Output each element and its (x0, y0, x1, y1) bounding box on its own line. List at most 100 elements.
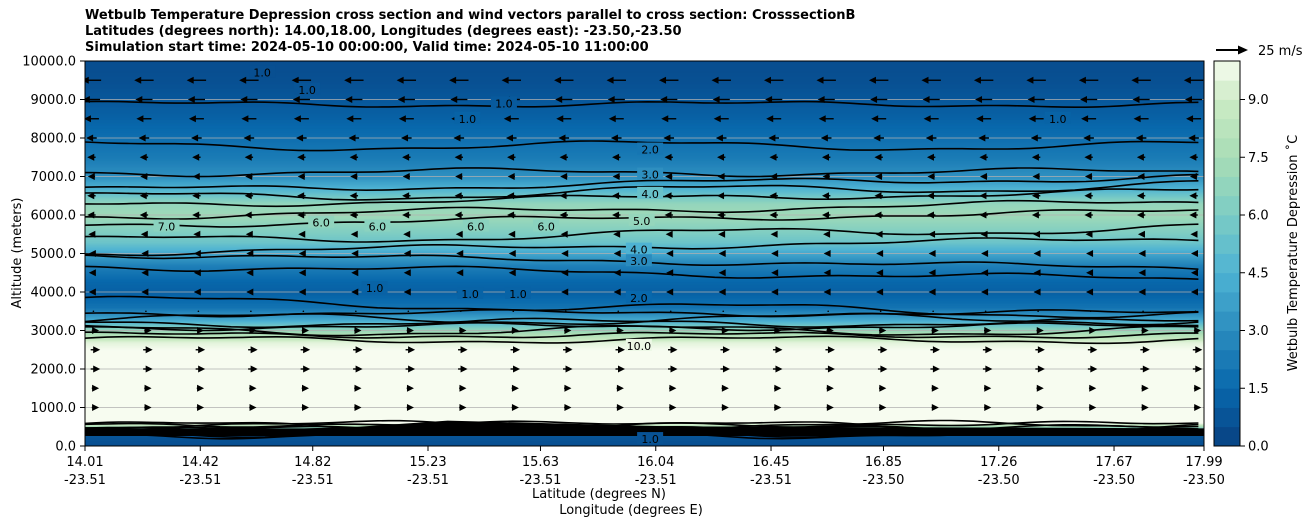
wind-vector-head (768, 134, 776, 142)
wind-vector-head (927, 173, 935, 180)
wind-vector-head (554, 76, 562, 84)
wind-vector-head (302, 327, 310, 334)
fill-band (85, 393, 1204, 395)
colorbar-segment (1214, 118, 1240, 139)
fill-band (85, 78, 1204, 80)
wind-vector-head (1183, 76, 1191, 84)
fill-band (85, 112, 1204, 115)
wind-vector-head (87, 173, 95, 180)
wind-vector-head (613, 269, 621, 277)
wind-vector-head (816, 76, 824, 84)
wind-vector-head (1032, 173, 1040, 180)
wind-vector-head (926, 153, 934, 161)
wind-vector-head (712, 96, 720, 103)
wind-vector-head (1084, 192, 1092, 200)
wind-vector-head (92, 404, 100, 411)
contour-label-bg (490, 96, 517, 109)
wind-vector-head (198, 346, 206, 354)
fill-band (85, 95, 1204, 98)
wind-vector-head (985, 346, 993, 354)
fill-band (85, 89, 1204, 92)
colorbar-segment (1214, 61, 1240, 81)
wind-vector-head (1036, 327, 1044, 334)
wind-vector-head (565, 365, 573, 373)
wind-vector-head (664, 153, 672, 161)
fill-band (85, 135, 1204, 137)
fill-band (85, 280, 1204, 283)
fill-band (85, 64, 1204, 67)
contour-label-bg (308, 215, 335, 228)
wind-vector-head (293, 115, 301, 123)
wind-vector-head (291, 76, 299, 84)
fill-band (85, 352, 1204, 355)
wind-vector-head (192, 173, 200, 180)
wind-vector-head (1036, 384, 1044, 392)
fill-band (85, 238, 1204, 240)
fill-band (85, 199, 1204, 202)
fill-band (85, 359, 1204, 361)
colorbar-title: Wetbulb Temperature Depression ˚C (1285, 135, 1301, 372)
wind-vector-head (821, 211, 829, 219)
contour-line (85, 173, 1199, 192)
wind-vector-head (879, 327, 887, 334)
wind-vector-head (1090, 365, 1098, 373)
wind-vector-head (454, 192, 462, 200)
wind-vector-head (134, 76, 142, 84)
fill-band (85, 122, 1204, 125)
fill-band (85, 318, 1204, 321)
fill-band (85, 76, 1204, 78)
wind-vector-head (922, 96, 930, 103)
wind-vector-head (876, 288, 884, 296)
wind-vector-head (981, 288, 989, 296)
fill-band (85, 277, 1204, 280)
fill-band (85, 336, 1204, 338)
fill-band (85, 360, 1204, 362)
wind-vector-head (613, 230, 621, 238)
contour-label: 6.0 (537, 221, 555, 234)
wind-vector-head (818, 115, 826, 123)
fill-band (85, 111, 1204, 113)
colorbar-segment (1214, 388, 1240, 408)
fill-band (85, 421, 1204, 424)
wind-vector-head (1031, 153, 1039, 161)
fill-band (85, 289, 1204, 291)
fill-band (85, 65, 1204, 68)
wind-vector-head (303, 346, 311, 354)
fill-band (85, 370, 1204, 373)
fill-band (85, 357, 1204, 360)
wind-vector-head (1089, 404, 1097, 411)
wind-vector-head (302, 384, 310, 392)
fill-band (85, 385, 1204, 387)
wind-vector-head (769, 211, 777, 219)
fill-band (85, 408, 1204, 411)
x-tick-label-lat: 15.23 (409, 455, 446, 470)
wind-vector-head (1136, 153, 1144, 161)
wind-vector-head (559, 211, 567, 219)
wind-vector-head (298, 250, 306, 257)
wind-vector-head (555, 96, 563, 103)
wind-vector-head (561, 288, 569, 296)
wind-vector-head (564, 404, 572, 411)
wind-vector (879, 310, 882, 313)
wind-vector-head (302, 404, 310, 411)
colorbar: 0.0 1.5 3.0 4.5 6.0 7.5 9.0 (1214, 61, 1269, 455)
fill-band (85, 185, 1204, 187)
wind-vector-head (197, 327, 205, 334)
fill-band (85, 161, 1204, 163)
wind-vector-head (193, 288, 201, 296)
wind-vector-head (454, 153, 462, 161)
fill-band (85, 377, 1204, 380)
wind-vector-head (607, 96, 615, 103)
fill-band (85, 94, 1204, 97)
wind-vector-head (1188, 134, 1196, 142)
wind-vector-head (241, 115, 249, 123)
contour-label: 1.0 (298, 84, 316, 97)
fill-band (85, 202, 1204, 205)
wind-vector-head (1084, 211, 1092, 219)
fill-band (85, 104, 1204, 106)
wind-vector-head (85, 96, 90, 103)
colorbar-segment (1214, 138, 1240, 158)
wind-vector-head (876, 250, 884, 257)
fill-band (85, 382, 1204, 385)
colorbar-segment (1214, 330, 1240, 351)
